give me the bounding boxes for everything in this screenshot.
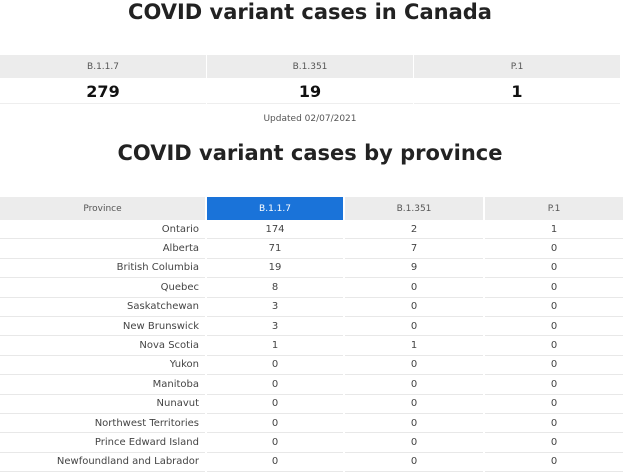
case-count: 19 <box>207 259 343 279</box>
case-count: 0 <box>345 375 483 395</box>
case-count: 9 <box>345 259 483 279</box>
case-count: 0 <box>207 453 343 473</box>
case-count: 0 <box>485 278 623 298</box>
case-count: 0 <box>345 317 483 337</box>
summary-value: 19 <box>207 79 413 104</box>
province-name: Alberta <box>0 239 205 259</box>
case-count: 174 <box>207 220 343 240</box>
case-count: 3 <box>207 317 343 337</box>
summary-value: 1 <box>414 79 620 104</box>
case-count: 0 <box>485 298 623 317</box>
case-count: 0 <box>345 356 483 376</box>
column-header[interactable]: P.1 <box>485 197 623 220</box>
province-name: Quebec <box>0 278 205 298</box>
province-name: Saskatchewan <box>0 298 205 317</box>
case-count: 0 <box>485 414 623 434</box>
province-name: Newfoundland and Labrador <box>0 453 205 473</box>
province-name: Northwest Territories <box>0 414 205 434</box>
updated-date: Updated 02/07/2021 <box>263 114 357 124</box>
case-count: 8 <box>207 278 343 298</box>
case-count: 0 <box>485 395 623 414</box>
case-count: 3 <box>207 298 343 317</box>
province-name: Manitoba <box>0 375 205 395</box>
case-count: 0 <box>345 298 483 317</box>
case-count: 1 <box>207 336 343 356</box>
case-count: 0 <box>345 278 483 298</box>
province-name: Nova Scotia <box>0 336 205 356</box>
province-name: Ontario <box>0 220 205 240</box>
province-name: Yukon <box>0 356 205 376</box>
case-count: 0 <box>345 433 483 453</box>
case-count: 0 <box>485 336 623 356</box>
case-count: 71 <box>207 239 343 259</box>
province-name: British Columbia <box>0 259 205 279</box>
case-count: 0 <box>485 433 623 453</box>
case-count: 0 <box>207 414 343 434</box>
case-count: 2 <box>345 220 483 240</box>
summary-title: COVID variant cases in Canada <box>128 0 492 24</box>
case-count: 0 <box>485 259 623 279</box>
case-count: 0 <box>207 375 343 395</box>
case-count: 0 <box>207 356 343 376</box>
column-header[interactable]: B.1.1.7 <box>207 197 343 220</box>
summary-header: B.1.351 <box>207 55 413 78</box>
column-header[interactable]: Province <box>0 197 205 220</box>
case-count: 0 <box>485 453 623 473</box>
summary-value: 279 <box>0 79 206 104</box>
case-count: 0 <box>345 414 483 434</box>
province-name: New Brunswick <box>0 317 205 337</box>
case-count: 0 <box>485 317 623 337</box>
province-name: Nunavut <box>0 395 205 414</box>
case-count: 0 <box>485 375 623 395</box>
case-count: 0 <box>207 433 343 453</box>
case-count: 0 <box>345 395 483 414</box>
case-count: 0 <box>485 239 623 259</box>
case-count: 0 <box>485 356 623 376</box>
summary-header: P.1 <box>414 55 620 78</box>
case-count: 1 <box>485 220 623 240</box>
case-count: 0 <box>207 395 343 414</box>
case-count: 1 <box>345 336 483 356</box>
province-title: COVID variant cases by province <box>117 141 503 165</box>
case-count: 7 <box>345 239 483 259</box>
column-header[interactable]: B.1.351 <box>345 197 483 220</box>
case-count: 0 <box>345 453 483 473</box>
summary-header: B.1.1.7 <box>0 55 206 78</box>
province-name: Prince Edward Island <box>0 433 205 453</box>
